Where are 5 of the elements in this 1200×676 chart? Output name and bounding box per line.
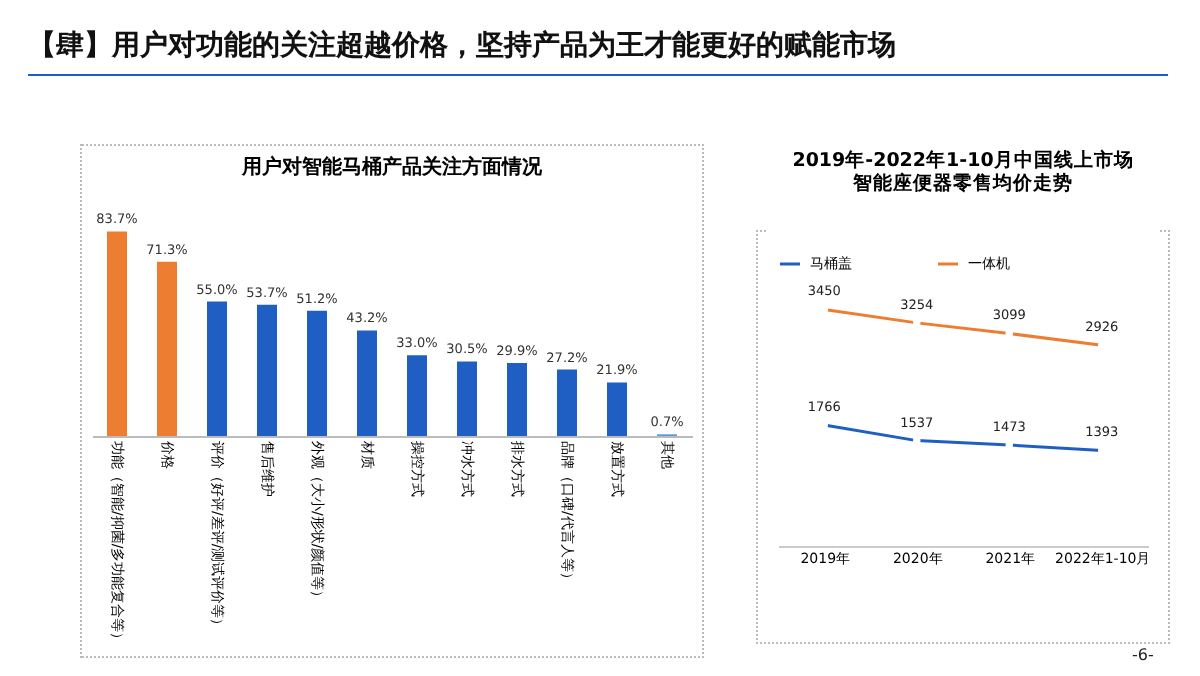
chart-title: 2019年-2022年1-10月中国线上市场 — [792, 148, 1134, 172]
text: -6- — [1132, 646, 1154, 664]
chart-subtitle: 智能座便器零售均价走势 — [851, 171, 1073, 195]
chart-title: 用户对智能马桶产品关注方面情况 — [240, 155, 544, 180]
text: 【肆】用户对功能的关注超越价格，坚持产品为王才能更好的赋能市场 — [28, 28, 1168, 76]
